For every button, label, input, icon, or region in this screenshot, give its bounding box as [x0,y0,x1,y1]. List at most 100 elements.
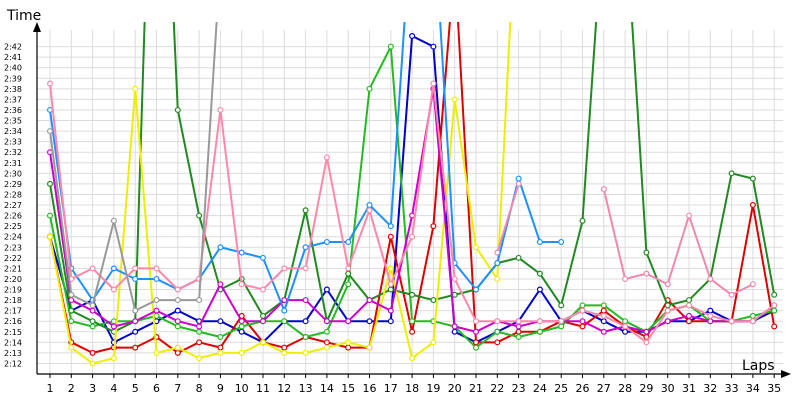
x-tick-label: 2 [68,382,75,395]
series-point [196,297,203,304]
series-point [515,334,522,341]
series-point [153,297,160,304]
series-point [174,297,181,304]
series-point [302,349,309,356]
x-tick-label: 3 [89,382,96,395]
series-7 [46,22,565,314]
series-point [409,32,416,39]
series-point [89,360,96,367]
series-point [260,312,267,319]
series-point [622,318,629,325]
series-point [89,265,96,272]
series-point [174,318,181,325]
series-point [174,349,181,356]
series-point [260,254,267,261]
series-point [558,318,565,325]
series-point [238,328,245,335]
series-point [707,312,714,319]
x-tick-label: 25 [554,382,568,395]
series-point [302,334,309,341]
series-point [68,307,75,314]
series-point [515,180,522,187]
series-point [196,355,203,362]
series-point [600,302,607,309]
series-8 [46,80,778,346]
x-tick-label: 29 [639,382,653,395]
series-point [473,328,480,335]
series-point [409,291,416,298]
y-tick-label: 2:27 [4,201,22,210]
series-point [387,43,394,50]
series-point [409,355,416,362]
series-point [707,307,714,314]
series-point [558,302,565,309]
series-point [323,154,330,161]
series-point [132,307,139,314]
series-point [68,297,75,304]
series-point [174,323,181,330]
x-tick-label: 31 [682,382,696,395]
series-point [558,238,565,245]
series-point [707,318,714,325]
x-tick-label: 16 [363,382,377,395]
series-point [707,275,714,282]
series-point [749,318,756,325]
series-point [622,328,629,335]
series-point [260,339,267,346]
x-tick-label: 30 [661,382,675,395]
series-point [46,80,53,87]
series-point [174,106,181,113]
series-point [217,349,224,356]
axes: Time Laps [6,8,791,378]
series-point [217,344,224,351]
series-point [749,312,756,319]
series-point [366,344,373,351]
y-axis-arrow [33,22,41,32]
series-point [430,297,437,304]
series-point [366,207,373,214]
series-point [771,291,778,298]
series-point [366,85,373,92]
series-point [558,323,565,330]
series-point [238,249,245,256]
x-tick-label: 33 [725,382,739,395]
y-tick-label: 2:40 [4,64,22,73]
x-tick-labels: 1 2 3 4 5 6 7 8 9 10 11 12 13 14 15 16 17 18 19 20 21 22 23 24 2… [47,382,782,395]
series-point [387,233,394,240]
series-point [323,339,330,346]
series-point [749,175,756,182]
y-tick-label: 2:20 [4,275,22,284]
series-point [451,96,458,103]
series-line [496,183,520,253]
series-point [153,275,160,282]
series-point [728,170,735,177]
series-point [68,344,75,351]
series-point [728,318,735,325]
series-point [260,318,267,325]
series-point [345,238,352,245]
y-tick-label: 2:39 [4,74,22,83]
series-point [89,307,96,314]
series-point [685,318,692,325]
series-point [345,281,352,288]
series-point [217,244,224,251]
y-tick-label: 2:32 [4,148,22,157]
series-point [196,339,203,346]
x-tick-label: 27 [597,382,611,395]
series-point [46,106,53,113]
series-point [89,349,96,356]
series-point [664,318,671,325]
series-line [49,22,512,365]
y-tick-label: 2:17 [4,307,22,316]
series-point [46,233,53,240]
series-point [132,344,139,351]
y-tick-label: 2:42 [4,43,22,52]
series-point [323,344,330,351]
series-point [515,175,522,182]
series-point [345,265,352,272]
series-point [110,355,117,362]
y-tick-label: 2:33 [4,138,22,147]
series-point [494,275,501,282]
series-point [302,244,309,251]
series-point [409,318,416,325]
